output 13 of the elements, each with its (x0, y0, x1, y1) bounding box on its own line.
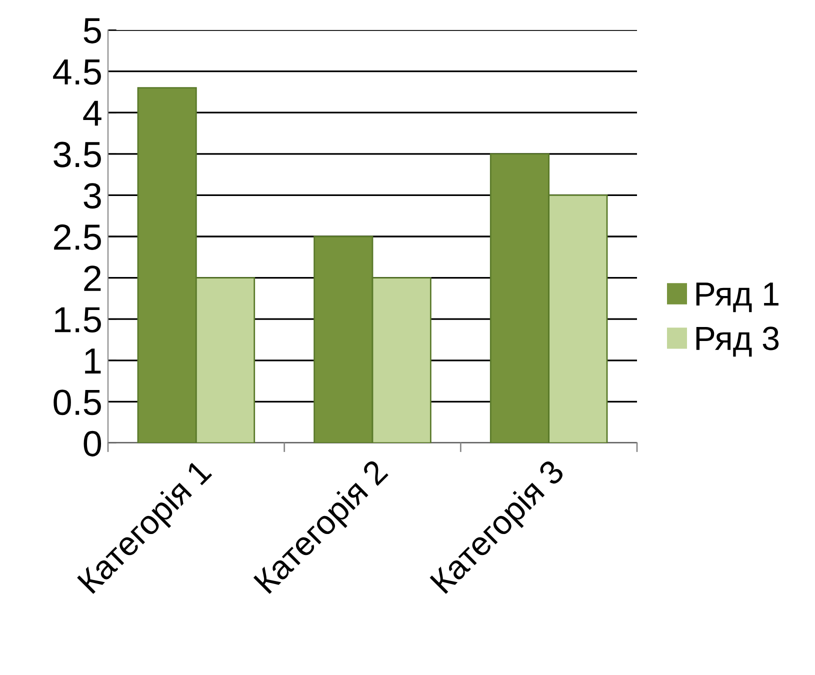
legend-label: Ряд 1 (696, 282, 778, 312)
y-tick-label: 1.5 (55, 307, 101, 333)
y-tick-label: 4.5 (53, 60, 101, 85)
y-tick-label: 2.5 (54, 224, 101, 250)
y-tick-label: 0 (84, 430, 102, 456)
y-tick-label: 3.5 (54, 142, 101, 168)
y-tick-label: 4 (83, 100, 102, 126)
y-tick-label: 5 (84, 18, 101, 44)
y-tick-label: 1 (85, 348, 101, 374)
y-tick-label: 3 (84, 183, 101, 209)
y-tick-label: 0.5 (54, 390, 101, 416)
legend-label: Ряд 3 (696, 326, 779, 357)
y-tick-label: 2 (84, 266, 101, 291)
